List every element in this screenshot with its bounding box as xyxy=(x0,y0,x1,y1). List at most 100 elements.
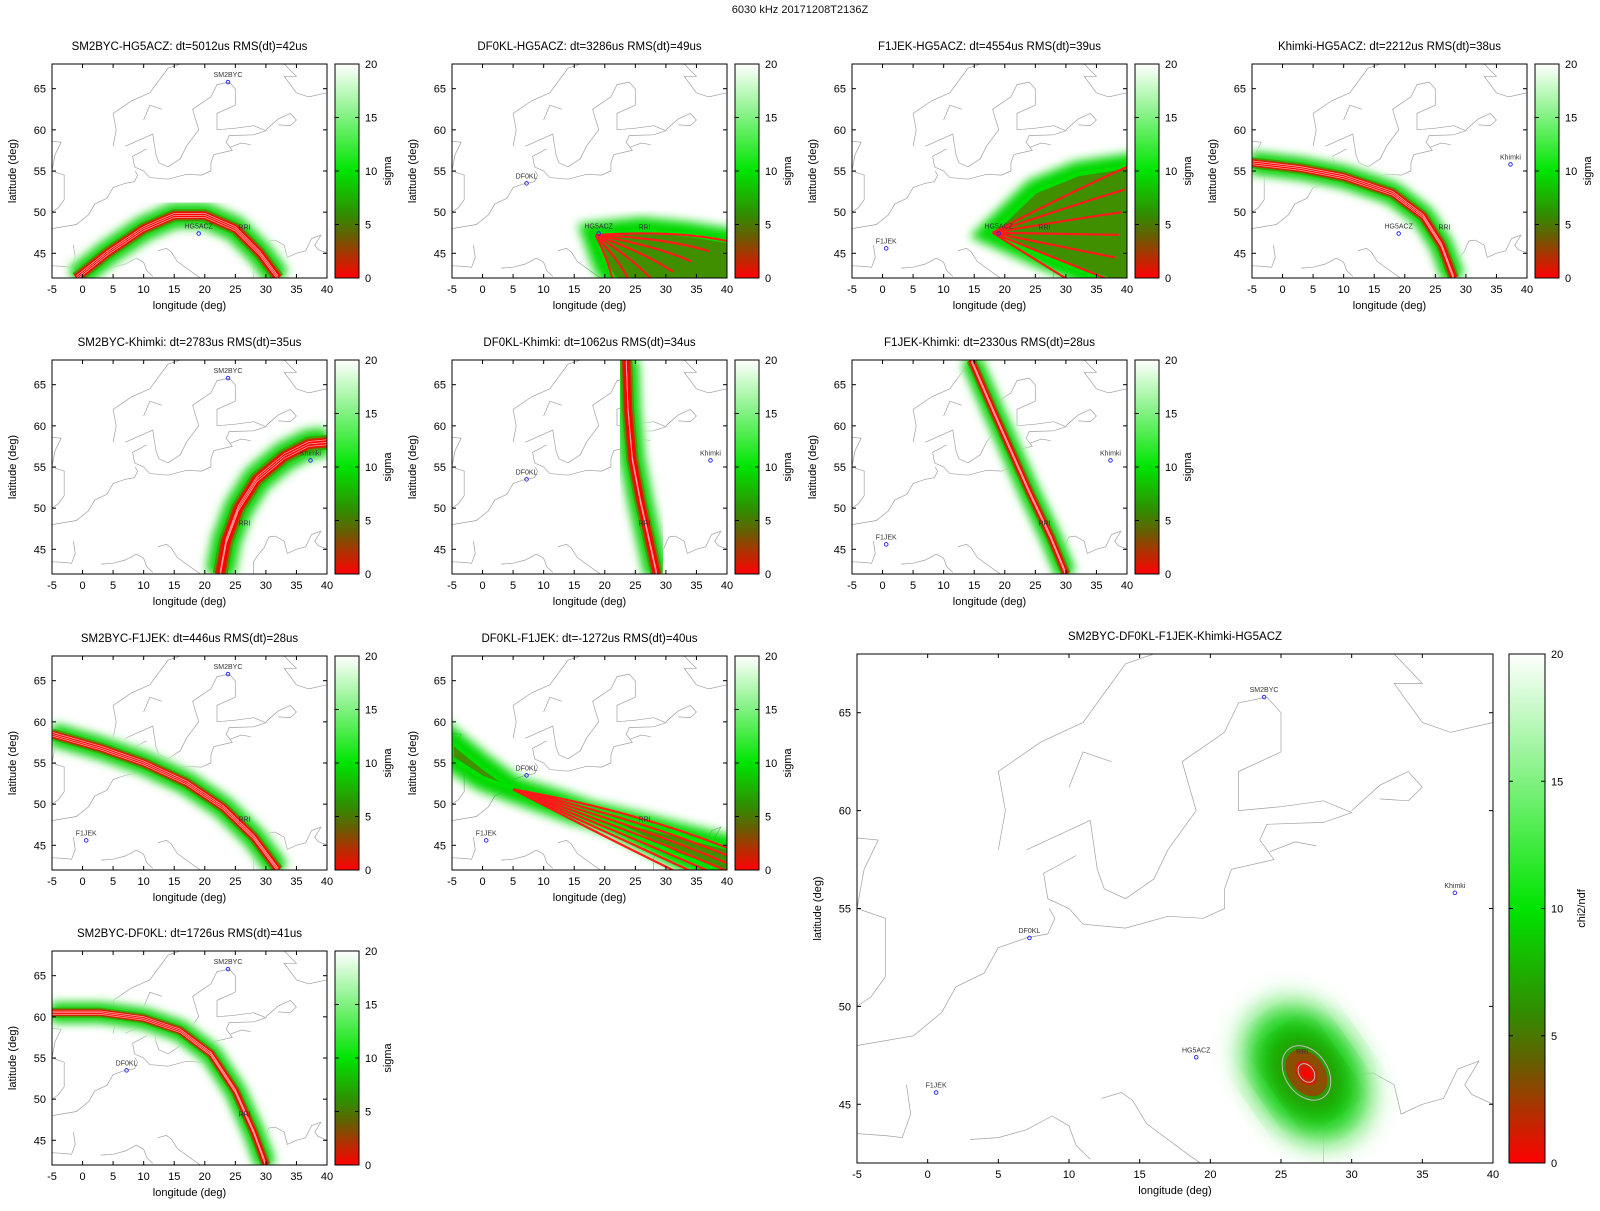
x-tick-label: -5 xyxy=(47,284,57,296)
coastline xyxy=(112,656,181,739)
panel-title: DF0KL-F1JEK: dt=-1272us RMS(dt)=40us xyxy=(481,633,697,645)
y-tick-label: 45 xyxy=(34,1135,46,1147)
contour-line xyxy=(970,361,1066,574)
contour-line xyxy=(219,441,327,574)
y-axis-label: latitude (deg) xyxy=(7,435,19,499)
x-tick-label: 10 xyxy=(138,876,150,888)
coastline xyxy=(1357,248,1401,278)
station-label: RRI xyxy=(1038,520,1050,527)
coastline xyxy=(512,656,581,739)
panel-3: F1JEK-HG5ACZ: dt=4554us RMS(dt)=39us -5 0 5… xyxy=(807,41,1194,312)
contour-line xyxy=(512,788,727,870)
coastline xyxy=(1300,257,1354,277)
contour-line xyxy=(76,215,279,278)
x-tick-label: 30 xyxy=(1346,1169,1358,1181)
colorbar-tick-label: 15 xyxy=(365,409,377,421)
colorbar-tick-label: 5 xyxy=(1165,516,1171,528)
x-tick-label: 0 xyxy=(79,580,85,592)
y-axis-label: latitude (deg) xyxy=(7,1026,19,1090)
coastline xyxy=(265,999,297,1018)
station-marker xyxy=(1108,458,1113,463)
x-tick-label: 35 xyxy=(1490,284,1502,296)
y-axis-label: latitude (deg) xyxy=(407,139,419,203)
station-label: F1JEK xyxy=(476,830,497,837)
station-marker xyxy=(1027,935,1032,941)
panel-2: DF0KL-HG5ACZ: dt=3286us RMS(dt)=49us -5 0 5… xyxy=(407,41,794,312)
coastline xyxy=(630,734,651,740)
x-tick-label: 30 xyxy=(260,876,272,888)
coastline xyxy=(157,544,201,574)
x-tick-label: -5 xyxy=(47,580,57,592)
coastline xyxy=(157,248,201,278)
contour-line xyxy=(992,188,1125,234)
y-tick-label: 65 xyxy=(839,708,851,720)
colorbar-tick-label: 0 xyxy=(365,569,371,581)
coastline xyxy=(957,544,1001,574)
contour-line xyxy=(992,211,1123,234)
contour-line xyxy=(595,234,652,278)
y-tick-label: 55 xyxy=(34,1053,46,1065)
colorbar-label: sigma xyxy=(782,155,794,185)
x-tick-label: 40 xyxy=(321,876,333,888)
x-axis-label: longitude (deg) xyxy=(1138,1185,1211,1197)
coastline xyxy=(970,1115,1091,1160)
colorbar-tick-label: 20 xyxy=(1565,59,1577,71)
x-tick-label: 40 xyxy=(721,580,733,592)
y-tick-label: 65 xyxy=(834,380,846,392)
colorbar-tick-label: 5 xyxy=(1551,1031,1557,1043)
x-tick-label: 15 xyxy=(568,284,580,296)
coastline xyxy=(52,837,76,860)
station-label: RRI xyxy=(1296,1049,1308,1056)
coastline xyxy=(857,908,1056,1046)
colorbar-tick-label: 10 xyxy=(365,166,377,178)
colorbar-tick-label: 10 xyxy=(765,462,777,474)
y-axis-label: latitude (deg) xyxy=(407,731,419,795)
colorbar-tick-label: 20 xyxy=(365,946,377,958)
colorbar-tick-label: 15 xyxy=(1165,409,1177,421)
coastline xyxy=(557,248,601,278)
contour-line xyxy=(625,360,658,572)
contour-line xyxy=(52,733,279,870)
coastline xyxy=(283,656,327,690)
coastline xyxy=(1465,112,1497,131)
x-tick-label: 20 xyxy=(599,580,611,592)
coastline xyxy=(543,104,563,121)
y-tick-label: 55 xyxy=(834,166,846,178)
x-tick-label: 25 xyxy=(229,876,241,888)
station-label: Khimki xyxy=(1500,154,1521,161)
colorbar-label: sigma xyxy=(382,747,394,777)
x-tick-label: 0 xyxy=(79,1171,85,1183)
x-tick-label: 30 xyxy=(660,876,672,888)
coastline xyxy=(543,400,563,417)
x-tick-label: 35 xyxy=(290,580,302,592)
colorbar-tick-label: 20 xyxy=(765,355,777,367)
station-label: SM2BYC xyxy=(214,959,243,966)
colorbar-tick-label: 10 xyxy=(765,166,777,178)
y-tick-label: 60 xyxy=(1234,125,1246,137)
coastline xyxy=(52,170,138,229)
station-label: Khimki xyxy=(300,450,321,457)
station-marker xyxy=(596,231,601,236)
x-tick-label: 10 xyxy=(138,1171,150,1183)
y-tick-label: 45 xyxy=(834,544,846,556)
x-tick-label: 20 xyxy=(199,580,211,592)
x-tick-label: 5 xyxy=(110,1171,116,1183)
y-tick-label: 50 xyxy=(34,799,46,811)
coastline xyxy=(125,968,267,1067)
contour-line xyxy=(595,234,692,263)
x-tick-label: -5 xyxy=(1247,284,1257,296)
colorbar-tick-label: 15 xyxy=(765,113,777,125)
station-label: RRI xyxy=(638,520,650,527)
coastline xyxy=(925,81,1067,180)
station-marker xyxy=(196,231,201,236)
station-marker xyxy=(1193,1055,1199,1060)
coastline xyxy=(283,951,327,985)
coastline xyxy=(1343,104,1363,121)
y-tick-label: 45 xyxy=(839,1099,851,1111)
y-tick-label: 45 xyxy=(434,248,446,260)
station-marker xyxy=(124,1068,129,1073)
contour-line xyxy=(52,1014,266,1165)
colorbar-label: sigma xyxy=(1182,155,1194,185)
colorbar-tick-label: 5 xyxy=(765,516,771,528)
coastline xyxy=(143,104,163,121)
